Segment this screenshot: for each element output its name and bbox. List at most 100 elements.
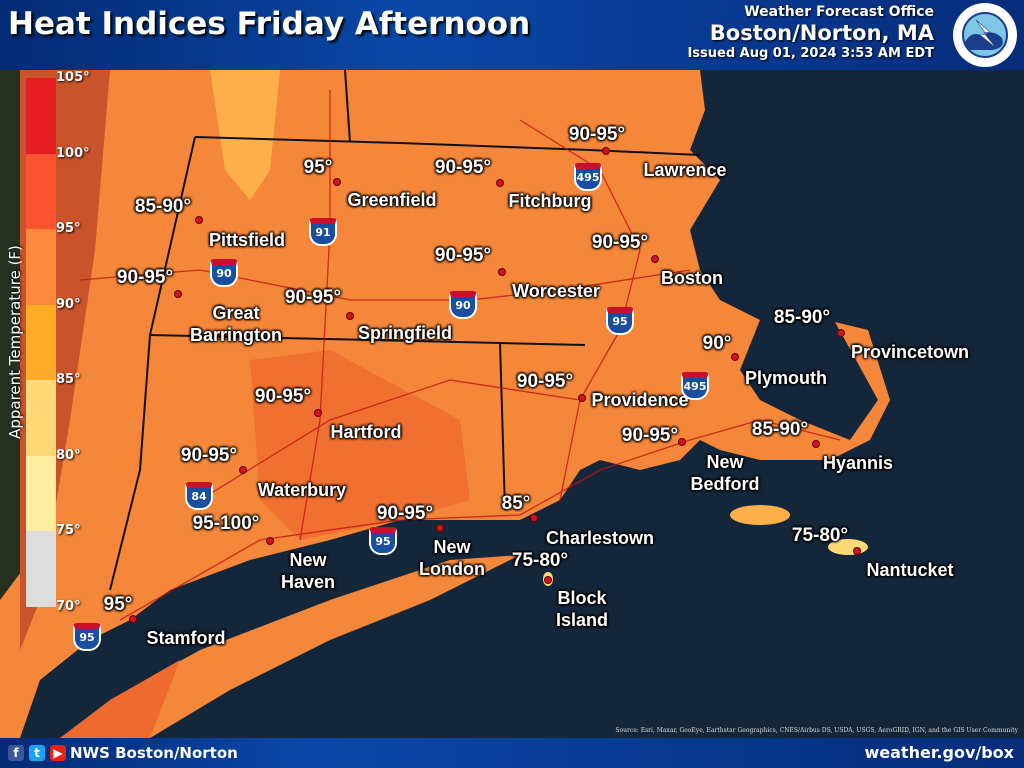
city-label: Springfield — [358, 323, 452, 343]
heat-index-label: 75-80° — [511, 550, 569, 571]
legend: Apparent Temperature (F) 105° 100° 95° 90° 8… — [0, 70, 110, 640]
city-label: New Bedford — [690, 452, 760, 494]
legend-band — [26, 531, 56, 607]
heat-index-label: 90-95° — [180, 445, 238, 466]
city-label: Fitchburg — [508, 191, 592, 211]
legend-title: Apparent Temperature (F) — [6, 245, 24, 439]
office-line: Weather Forecast Office — [744, 4, 934, 20]
forecast-point — [129, 615, 137, 623]
footer: f t ▶ NWS Boston/Norton weather.gov/box — [0, 738, 1024, 768]
heat-index-label: 95-100° — [192, 513, 260, 534]
city-label: Pittsfield — [208, 230, 285, 250]
forecast-point — [544, 576, 552, 584]
forecast-point — [853, 547, 861, 555]
marthas-vineyard — [730, 505, 790, 525]
heat-index-label: 75-80° — [791, 525, 849, 546]
website-link[interactable]: weather.gov/box — [864, 743, 1015, 762]
forecast-point — [195, 216, 203, 224]
heat-index-label: 90-95° — [434, 157, 492, 178]
city-label: Nantucket — [866, 560, 954, 580]
interstate-shield-icon: 90 — [449, 291, 477, 319]
heat-index-label: 90° — [702, 333, 732, 354]
state-border-ny — [109, 136, 196, 591]
state-border-ma-north — [194, 136, 701, 156]
legend-tick: 85° — [56, 372, 81, 387]
legend-tick: 80° — [56, 447, 81, 463]
heat-index-label: 95° — [303, 157, 333, 178]
forecast-point — [496, 179, 504, 187]
forecast-point — [530, 514, 538, 522]
forecast-point — [837, 329, 845, 337]
heat-index-label: 90-95° — [434, 245, 492, 266]
heat-index-label: 90-95° — [568, 124, 626, 145]
city-label: New London — [419, 537, 485, 579]
city-label: Plymouth — [744, 368, 827, 388]
header: Heat Indices Friday Afternoon Weather Fo… — [0, 0, 1024, 70]
legend-tick: 95° — [56, 221, 81, 236]
heat-index-label: 90-95° — [621, 425, 679, 446]
legend-band — [26, 380, 56, 456]
city-label: Lawrence — [643, 160, 727, 180]
roads — [79, 90, 841, 621]
legend-tick: 70° — [56, 598, 81, 614]
interstate-shield-icon: 90 — [210, 259, 238, 287]
city-label: Great Barrington — [190, 303, 282, 345]
legend-band — [26, 153, 56, 229]
forecast-point — [731, 353, 739, 361]
heat-index-label: 95° — [103, 594, 133, 615]
heat-index-label: 85-90° — [751, 419, 809, 440]
city-label: Providence — [591, 390, 689, 410]
nws-handle: NWS Boston/Norton — [70, 744, 238, 762]
youtube-icon[interactable]: ▶ — [50, 745, 66, 761]
issued-time: Issued Aug 01, 2024 3:53 AM EDT — [687, 46, 934, 61]
heat-index-label: 90-95° — [516, 371, 574, 392]
heat-index-label: 90-95° — [284, 287, 342, 308]
facebook-icon[interactable]: f — [8, 745, 24, 761]
city-label: Hartford — [330, 422, 402, 442]
interstate-shield-icon: 91 — [309, 218, 337, 246]
heat-index-map: 95° 90-95° 90-95° 85-90° 90-95° 90-95° 90-95° 9… — [0, 70, 1024, 738]
interstate-shield-icon: 84 — [185, 482, 213, 510]
city-label: Waterbury — [257, 480, 347, 500]
legend-tick: 100° — [56, 145, 90, 161]
interstate-shield-icon: 495 — [574, 163, 602, 191]
long-island-west — [60, 660, 180, 738]
legend-tick: 75° — [56, 523, 81, 538]
office-name: Boston/Norton, MA — [709, 21, 934, 45]
heat-index-label: 90-95° — [376, 503, 434, 524]
page-title: Heat Indices Friday Afternoon — [8, 6, 531, 42]
city-label: Worcester — [512, 281, 600, 301]
city-label: Stamford — [146, 628, 226, 648]
interstate-shield-icon: 95 — [369, 527, 397, 555]
heat-index-label: 85-90° — [773, 307, 831, 328]
nws-logo-icon — [953, 3, 1017, 67]
heat-index-label: 85° — [501, 493, 531, 514]
heat-index-label: 90-95° — [116, 267, 174, 288]
legend-tick: 90° — [56, 296, 81, 312]
city-label: Boston — [661, 268, 723, 288]
ct-hot-area — [250, 350, 470, 540]
twitter-icon[interactable]: t — [29, 745, 45, 761]
legend-band — [26, 229, 56, 305]
legend-band — [26, 78, 56, 154]
forecast-point — [314, 409, 322, 417]
city-label: New Haven — [280, 550, 336, 592]
city-label: Greenfield — [347, 190, 437, 210]
heat-index-label: 85-90° — [134, 196, 192, 217]
high-terrain — [210, 70, 280, 200]
city-label: Provincetown — [850, 342, 970, 362]
forecast-point — [678, 438, 686, 446]
city-label: Hyannis — [822, 453, 894, 473]
forecast-point — [812, 440, 820, 448]
long-island-land — [100, 555, 520, 738]
forecast-point — [498, 268, 506, 276]
state-border-ri-west — [499, 342, 506, 511]
interstate-shield-icon: 95 — [73, 623, 101, 651]
forecast-point — [436, 524, 444, 532]
legend-band — [26, 304, 56, 380]
legend-band — [26, 455, 56, 531]
forecast-point — [266, 537, 274, 545]
forecast-point — [651, 255, 659, 263]
forecast-point — [239, 466, 247, 474]
new-england-land — [0, 70, 890, 738]
